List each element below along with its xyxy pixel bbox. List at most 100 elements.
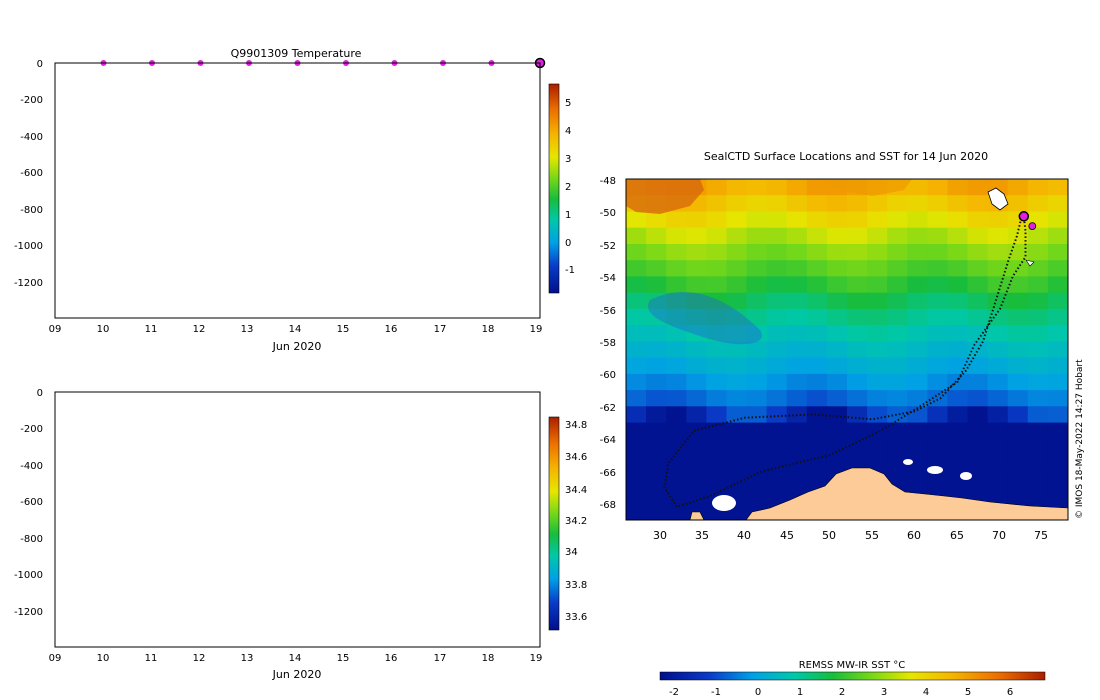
sst-cell	[626, 244, 647, 261]
sst-cell	[706, 179, 728, 196]
sst-cell	[867, 276, 888, 294]
sst-cell	[766, 341, 788, 359]
sst-cell	[1027, 179, 1049, 196]
sst-cell	[826, 308, 848, 326]
sst-cell	[646, 260, 667, 277]
temperature-y-axis: 0 -200 -400 -600 -800 -1000 -1200	[14, 59, 43, 289]
sst-cell	[786, 227, 808, 245]
temp-ytick-0: 0	[37, 59, 43, 70]
map-ytick-8: -64	[600, 435, 616, 446]
sst-cell	[887, 357, 908, 375]
sst-cell	[1027, 373, 1049, 391]
sst-detail	[626, 179, 912, 345]
sst-cell	[967, 292, 989, 310]
sst-cell	[646, 406, 667, 424]
sst-cell	[766, 244, 788, 261]
sst-cell	[686, 244, 707, 261]
sst-cell	[1047, 260, 1068, 277]
sst-cell	[746, 438, 768, 456]
temp-ytick-5: -1000	[14, 241, 43, 252]
sst-cell	[867, 195, 888, 212]
map-xtick-6: 60	[907, 529, 921, 542]
sst-colorbar-label: REMSS MW-IR SST °C	[799, 660, 906, 671]
antarctica-coast	[745, 467, 1068, 520]
sst-cell	[646, 341, 667, 359]
temp-xtick-8: 17	[434, 324, 447, 335]
sst-cell	[967, 276, 989, 294]
sst-cell	[626, 292, 647, 310]
sst-cell	[907, 390, 928, 407]
sst-cell	[686, 276, 707, 294]
sst-cell	[987, 406, 1009, 424]
sal-xtick-0: 09	[49, 653, 62, 664]
sal-xtick-3: 12	[193, 653, 206, 664]
kerguelen-island	[987, 187, 1009, 211]
sst-cell	[806, 422, 828, 440]
sst-cell	[907, 341, 928, 359]
sst-cell	[1047, 487, 1068, 505]
sst-cell	[786, 341, 808, 359]
sst-cell	[686, 341, 707, 359]
sst-cell	[847, 292, 868, 310]
sst-cell	[646, 227, 667, 245]
sst-cell	[887, 260, 908, 277]
sst-cell	[1027, 438, 1049, 456]
sst-cell	[726, 406, 748, 424]
sst-cell	[746, 195, 768, 212]
sst-cell	[907, 357, 928, 375]
sst-cell	[806, 455, 828, 472]
sst-cell	[666, 276, 687, 294]
heard-island	[1025, 259, 1035, 267]
map-xtick-0: 30	[653, 529, 667, 542]
sst-cell	[826, 341, 848, 359]
sst-cell	[786, 422, 808, 440]
sst-cell	[726, 260, 748, 277]
sst-cell	[726, 357, 748, 375]
map-xtick-8: 70	[992, 529, 1006, 542]
sst-cell	[847, 438, 868, 456]
sst-cell	[967, 422, 989, 440]
sst-cell	[806, 211, 828, 229]
sst-cell	[766, 276, 788, 294]
sst-cell	[1007, 276, 1029, 294]
sst-cell	[766, 438, 788, 456]
sst-cell	[646, 390, 667, 407]
sst-cell	[947, 260, 969, 277]
sst-cell	[887, 292, 908, 310]
map-ytick-4: -56	[600, 306, 616, 317]
island-2	[903, 459, 913, 465]
sst-cell	[686, 211, 707, 229]
temperature-colorbar-bar	[548, 83, 560, 294]
sst-cell	[626, 406, 647, 424]
sst-cell	[1027, 406, 1049, 424]
map-ytick-0: -48	[600, 176, 616, 187]
seal-position-marker	[1028, 222, 1037, 231]
map-ytick-6: -60	[600, 370, 616, 381]
sst-cell	[907, 308, 928, 326]
sst-cell	[867, 341, 888, 359]
sst-cell	[1007, 227, 1029, 245]
sst-cell	[766, 211, 788, 229]
sst-cell	[806, 406, 828, 424]
temp-xtick-4: 13	[241, 324, 254, 335]
sst-colorbar-bar	[659, 671, 1046, 681]
sst-cell	[786, 308, 808, 326]
sst-cell	[626, 422, 647, 440]
sst-cell	[686, 455, 707, 472]
temperature-title: Q9901309 Temperature	[231, 47, 362, 60]
sst-cell	[1007, 373, 1029, 391]
sst-cell	[987, 244, 1009, 261]
sst-cell	[786, 373, 808, 391]
sst-cell	[1047, 276, 1068, 294]
sst-cbtick-7: 5	[965, 687, 971, 698]
sst-cell	[646, 471, 667, 489]
sst-cell	[847, 260, 868, 277]
sst-cell	[847, 195, 868, 212]
sal-ytick-2: -400	[20, 461, 43, 472]
map-title: SealCTD Surface Locations and SST for 14…	[704, 150, 988, 163]
sst-cell	[887, 341, 908, 359]
sst-cbtick-4: 2	[839, 687, 845, 698]
sal-ytick-0: 0	[37, 388, 43, 399]
sst-cell	[726, 244, 748, 261]
sst-cell	[646, 422, 667, 440]
